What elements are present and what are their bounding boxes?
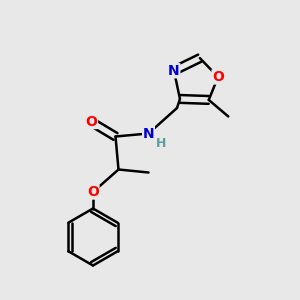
Text: N: N bbox=[168, 64, 180, 78]
Text: O: O bbox=[85, 115, 98, 128]
Text: N: N bbox=[143, 127, 154, 140]
Text: O: O bbox=[87, 185, 99, 199]
Text: H: H bbox=[156, 136, 166, 150]
Text: O: O bbox=[212, 70, 224, 84]
